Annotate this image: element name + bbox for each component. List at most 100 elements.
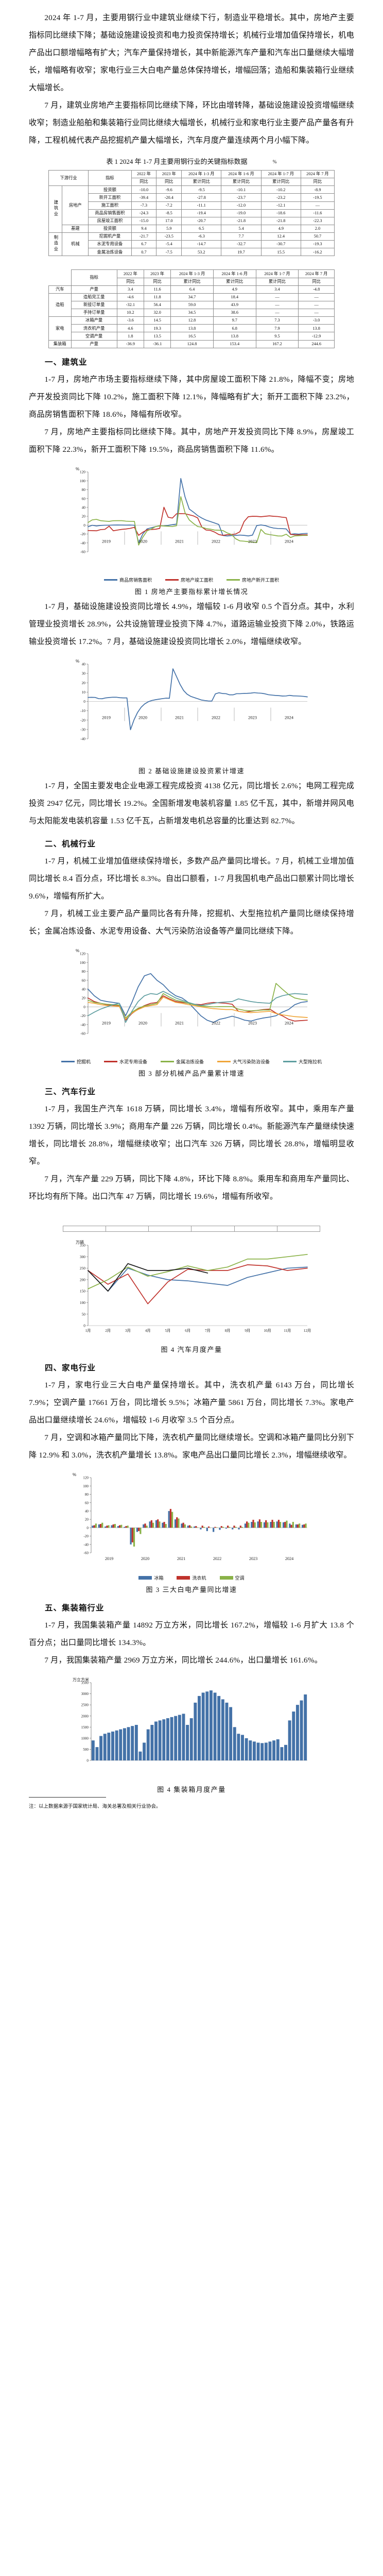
figure-5-caption: 图 3 三大白电产量同比增速 [146, 1585, 237, 1594]
fig5-bar [232, 1527, 234, 1530]
fig5-bar [239, 1525, 241, 1528]
fig5-bar [138, 1527, 140, 1531]
table1-col-indicator: 指标 [88, 170, 132, 187]
table1b-value-cell: — [255, 293, 299, 301]
legend-item: 洗衣机 [177, 1574, 206, 1581]
fig5-bar [112, 1524, 114, 1528]
legend-item: 大型拖拉机 [283, 1058, 322, 1065]
table1-col-2022: 2022 年 [131, 170, 157, 179]
fig5-bar [124, 1527, 126, 1528]
fig6-bar [229, 1707, 233, 1760]
fig5-ytick: -60 [83, 1551, 89, 1555]
table1b-value-cell: 244.6 [298, 340, 335, 348]
table1-value-cell: -19.0 [221, 209, 262, 217]
fig6-bar [221, 1699, 224, 1760]
table1-indicator-cell: 施工面积 [88, 201, 132, 210]
fig5-bar [130, 1527, 132, 1545]
fig1-xgroup-label: 2021 [175, 538, 184, 544]
fig5-bar [206, 1527, 208, 1531]
fig6-bar [252, 1741, 256, 1760]
fig6-bar [264, 1742, 268, 1760]
table2-caption [29, 1213, 354, 1223]
fig6-bar [201, 1692, 205, 1760]
automotive-paragraph-2: 7 月，汽车产量 229 万辆，同比下降 4.8%，环比下降 8.8%。乘用车和… [29, 1174, 354, 1201]
table1b-indicator-cell: 空调产量 [71, 332, 117, 341]
table1b-value-cell: -36.9 [116, 340, 144, 348]
fig5-bar [233, 1525, 235, 1528]
fig6-bar [256, 1742, 260, 1760]
table1-value-cell: -21.8 [221, 216, 262, 225]
table-row: 建筑业 房地产 投资额 -10.0 -9.6 -9.5 -10.1 -10.2 -8.9 [48, 185, 335, 233]
fig5-bar [280, 1521, 282, 1528]
legend-item: 大气污染防治设备 [217, 1058, 270, 1065]
fig6-bar [134, 1724, 138, 1760]
fig5-bar [257, 1521, 259, 1528]
fig1-xgroup-label: 2023 [248, 538, 257, 544]
fig5-bar [258, 1519, 260, 1528]
fig6-bar [103, 1733, 107, 1760]
table2-header-row [62, 1225, 321, 1232]
fig1-ytick: 100 [80, 478, 85, 483]
machinery-paragraph-1: 1-7 月，机械工业增加值继续保持增长，多数产品产量同比增长。7 月，机械工业增… [29, 856, 354, 901]
fig5-bar [168, 1511, 170, 1528]
table1-sub-5: 同比 [300, 178, 335, 187]
fig6-ytick: 2500 [81, 1703, 89, 1707]
table1b-col-2024h1: 2024 年 1-6 月 [213, 269, 256, 278]
table1-value-cell: -9.6 [156, 185, 182, 194]
table1b-value-cell: 11.8 [143, 293, 171, 301]
section-title-automotive: 三、汽车行业 [45, 1087, 96, 1096]
table1b-value-cell: 14.5 [143, 316, 171, 325]
table1-value-cell: 5.9 [156, 224, 182, 233]
table1-value-cell: -39.4 [131, 193, 157, 202]
table2-col-yoy [191, 1225, 235, 1232]
table1-value-cell: -8.9 [300, 185, 335, 194]
fig5-bar [292, 1521, 294, 1528]
table1b-value-cell: 13.8 [298, 324, 335, 333]
table1b-value-cell: 10.2 [116, 308, 144, 317]
fig5-bar [159, 1521, 161, 1528]
automotive-paragraph-1: 1-7 月，我国生产汽车 1618 万辆，同比增长 3.4%，增幅有所收窄。其中… [29, 1104, 354, 1166]
table1-indicator-cell: 房屋竣工面积 [88, 216, 132, 225]
fig5-bar [178, 1518, 180, 1528]
fig1-xgroup-label: 2019 [102, 538, 111, 544]
table1b-indicator-cell: 造船完工量 [71, 293, 117, 301]
fig1-ytick: -60 [80, 549, 85, 554]
table1b-header-row-sub: 同比 同比 累计同比 累计同比 累计同比 同比 [49, 277, 335, 286]
legend-swatch [138, 1575, 152, 1580]
table1b-value-cell: 7.3 [255, 316, 299, 325]
table1-value-cell: 53.2 [181, 248, 222, 257]
fig5-bar [176, 1517, 178, 1528]
fig6-bar [99, 1736, 103, 1760]
table1-value-cell: -16.2 [300, 248, 335, 257]
table1b-value-cell: -4.6 [116, 293, 144, 301]
legend-label: 洗衣机 [192, 1575, 206, 1581]
fig5-ytick: -40 [83, 1543, 89, 1547]
fig6-bar [178, 1715, 181, 1760]
figure-2-caption: 图 2 基础设施建设投资累计增速 [138, 767, 245, 775]
fig1-ytick: -20 [80, 532, 85, 536]
table1b-value-cell: 9.5 [255, 332, 299, 341]
fig5-bar [267, 1522, 269, 1528]
fig5-bar [150, 1520, 152, 1528]
legend-label: 商品房销售面积 [119, 577, 152, 583]
fig5-bar [213, 1527, 215, 1532]
table1-value-cell: 6.7 [131, 240, 157, 249]
fig5-bar [254, 1522, 256, 1528]
fig5-bar [169, 1509, 172, 1528]
fig5-bar [125, 1526, 127, 1528]
fig4-xtick: 11月 [284, 1329, 291, 1333]
fig4-svg: 万辆 0 50 100 150 200 250 300 350 1月 2月 3月 4月 5月 6月 7月 8月 9… [76, 1240, 311, 1333]
table1-value-cell: -21.8 [260, 216, 301, 225]
figure-4: 万辆 0 50 100 150 200 250 300 350 1月 2月 3月 4月 5月 6月 7月 8月 9… [29, 1238, 354, 1354]
fig5-legend: 冰箱 洗衣机 空调 [29, 1574, 354, 1581]
table1-industry-cell: 建筑业 [48, 185, 63, 233]
table1-sub-3: 累计同比 [221, 178, 262, 187]
fig3-ytick: -60 [80, 1031, 85, 1036]
fig6-ytick: 2000 [81, 1714, 89, 1718]
fig6-bar [292, 1711, 295, 1760]
table1b-value-cell: 167.2 [255, 340, 299, 348]
table1-value-cell: 17.0 [156, 216, 182, 225]
table-row: 制造业 机械 挖掘机产量 -21.7 -23.5 -6.3 7.7 12.4 50.7 [48, 232, 335, 257]
fig5-bar [106, 1525, 108, 1528]
table1b-sub-2: 累计同比 [170, 277, 214, 286]
